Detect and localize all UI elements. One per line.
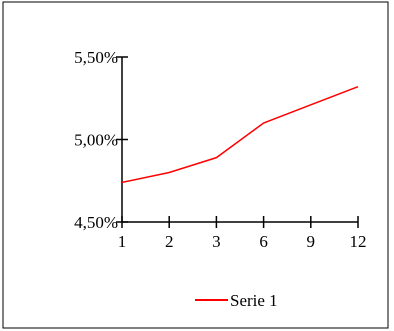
x-tick-label: 9 <box>307 232 316 251</box>
x-tick-label: 3 <box>212 232 221 251</box>
series-line <box>121 85 359 184</box>
x-tick-label: 2 <box>165 232 174 251</box>
y-tick-label: 5,00% <box>74 131 118 150</box>
series-group <box>121 85 359 184</box>
ticks: 4,50%5,00%5,50%1 2 3 6 9 12 <box>74 48 366 251</box>
x-tick-label: 1 <box>118 232 127 251</box>
legend-label-serie-1: Serie 1 <box>230 291 278 310</box>
x-tick-label: 12 <box>350 232 367 251</box>
y-tick-label: 5,50% <box>74 48 118 67</box>
y-tick-label: 4,50% <box>74 213 118 232</box>
x-tick-label: 6 <box>259 232 268 251</box>
legend: Serie 1 <box>195 291 278 310</box>
